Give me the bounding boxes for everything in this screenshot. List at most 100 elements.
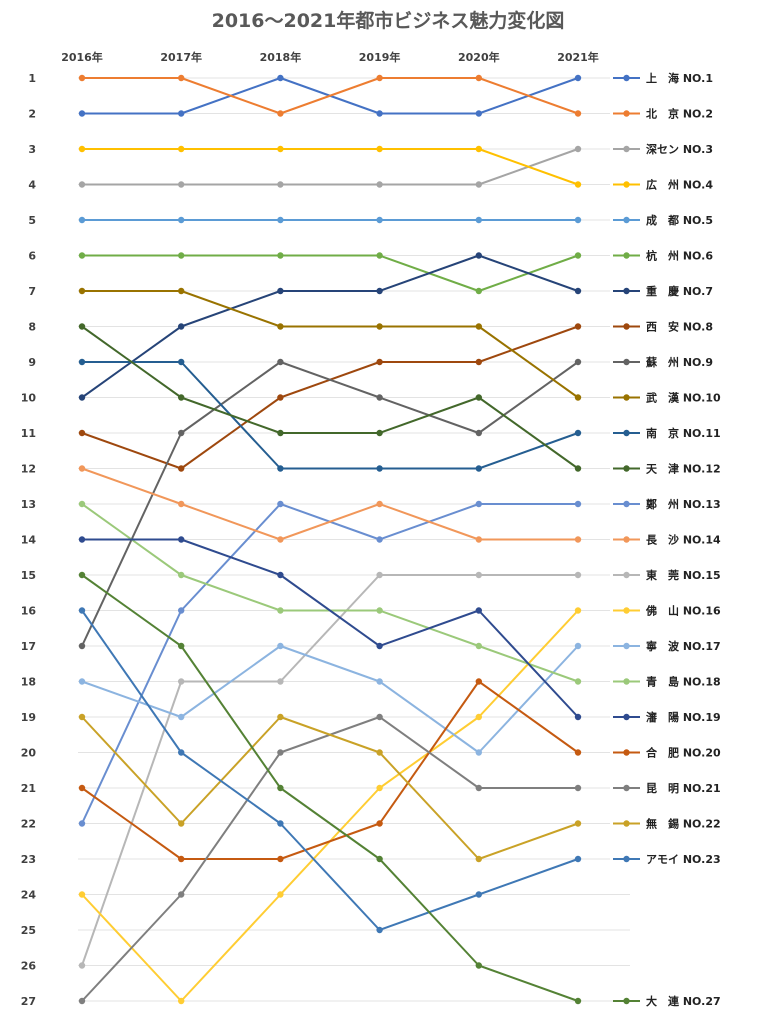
- data-point: [376, 74, 383, 82]
- x-tick-label: 2016年: [61, 50, 103, 64]
- data-point: [178, 74, 185, 82]
- legend-item: 深セン NO.3: [613, 142, 713, 156]
- data-point: [78, 784, 86, 792]
- data-point: [574, 713, 582, 721]
- data-point: [277, 287, 284, 295]
- data-point: [475, 287, 482, 295]
- series-line: [81, 574, 579, 1002]
- y-tick-label: 6: [28, 250, 36, 263]
- y-tick-label: 13: [21, 498, 36, 511]
- data-point: [475, 642, 482, 650]
- legend-item: 西 安 NO.8: [613, 320, 713, 334]
- data-point: [475, 465, 482, 472]
- data-point: [574, 536, 582, 543]
- data-point: [78, 216, 86, 224]
- legend-item: 青 島 NO.18: [613, 675, 721, 689]
- data-point: [277, 820, 284, 827]
- legend-item: 重 慶 NO.7: [613, 284, 713, 298]
- legend-label: 北 京 NO.2: [646, 107, 713, 121]
- data-point: [277, 678, 284, 685]
- data-point: [178, 997, 185, 1005]
- legend-label: 寧 波 NO.17: [646, 639, 721, 653]
- data-point: [178, 110, 185, 117]
- data-point: [277, 784, 284, 792]
- data-point: [78, 287, 86, 295]
- series-22: [78, 713, 582, 863]
- y-tick-label: 23: [21, 853, 36, 866]
- data-point: [78, 571, 86, 579]
- series-2: [78, 74, 582, 117]
- data-point: [475, 607, 482, 614]
- legend-swatch-marker: [623, 820, 630, 827]
- y-tick-label: 7: [28, 285, 36, 298]
- legend-item: 東 莞 NO.15: [613, 568, 721, 582]
- legend-label: 南 京 NO.11: [646, 426, 721, 440]
- y-tick-label: 20: [21, 747, 37, 760]
- data-point: [376, 323, 383, 330]
- data-point: [78, 252, 86, 259]
- legend-item: 杭 州 NO.6: [613, 249, 713, 263]
- legend-swatch-marker: [623, 110, 630, 117]
- legend-swatch-marker: [623, 145, 630, 153]
- data-point: [277, 642, 284, 650]
- data-point: [78, 678, 86, 685]
- data-point: [475, 323, 482, 330]
- data-point: [277, 891, 284, 898]
- data-point: [376, 429, 383, 437]
- legend-item: 天 津 NO.12: [613, 462, 721, 476]
- legend-item: アモイ NO.23: [613, 853, 721, 866]
- data-point: [376, 110, 383, 117]
- data-point: [178, 287, 185, 295]
- data-point: [475, 962, 482, 969]
- y-tick-label: 14: [21, 534, 37, 547]
- series-3: [78, 145, 582, 188]
- x-tick-label: 2020年: [458, 50, 500, 64]
- legend-item: 蘇 州 NO.9: [613, 355, 713, 369]
- data-point: [574, 678, 582, 685]
- data-point: [178, 323, 185, 330]
- legend-item: 佛 山 NO.16: [613, 604, 721, 618]
- data-point: [574, 74, 582, 82]
- axis-layer: 1234567891011121314151617181920212223242…: [21, 50, 599, 1008]
- data-point: [376, 607, 383, 614]
- y-tick-label: 27: [21, 995, 36, 1008]
- legend-swatch-marker: [623, 429, 630, 437]
- series-12: [78, 323, 582, 472]
- legend-label: 重 慶 NO.7: [646, 284, 713, 298]
- data-point: [277, 358, 284, 366]
- legend-swatch-marker: [623, 252, 630, 259]
- data-point: [475, 784, 482, 792]
- series-6: [78, 252, 582, 295]
- data-point: [277, 145, 284, 153]
- legend-item: 昆 明 NO.21: [613, 782, 721, 795]
- chart-title: 2016～2021年都市ビジネス魅力変化図: [212, 9, 565, 32]
- legend-label: 上 海 NO.1: [646, 71, 713, 85]
- data-point: [574, 287, 582, 295]
- data-point: [376, 571, 383, 579]
- legend-label: 武 漢 NO.10: [646, 391, 721, 405]
- data-point: [78, 74, 86, 82]
- series-18: [78, 500, 582, 685]
- data-point: [475, 145, 482, 153]
- data-point: [376, 500, 383, 508]
- data-point: [475, 252, 482, 259]
- y-tick-label: 26: [21, 960, 37, 973]
- legend-swatch-marker: [623, 74, 630, 82]
- data-point: [574, 145, 582, 153]
- data-point: [78, 429, 86, 437]
- legend-swatch-marker: [623, 181, 630, 188]
- data-point: [277, 607, 284, 614]
- data-point: [78, 145, 86, 153]
- data-point: [178, 855, 185, 863]
- data-point: [475, 678, 482, 685]
- data-point: [376, 394, 383, 401]
- data-point: [277, 465, 284, 472]
- data-point: [78, 500, 86, 508]
- data-point: [78, 394, 86, 401]
- data-point: [376, 926, 383, 934]
- data-point: [78, 358, 86, 366]
- legend-item: 大 連 NO.27: [613, 994, 721, 1008]
- legend-item: 武 漢 NO.10: [613, 391, 721, 405]
- legend-swatch-marker: [623, 678, 630, 685]
